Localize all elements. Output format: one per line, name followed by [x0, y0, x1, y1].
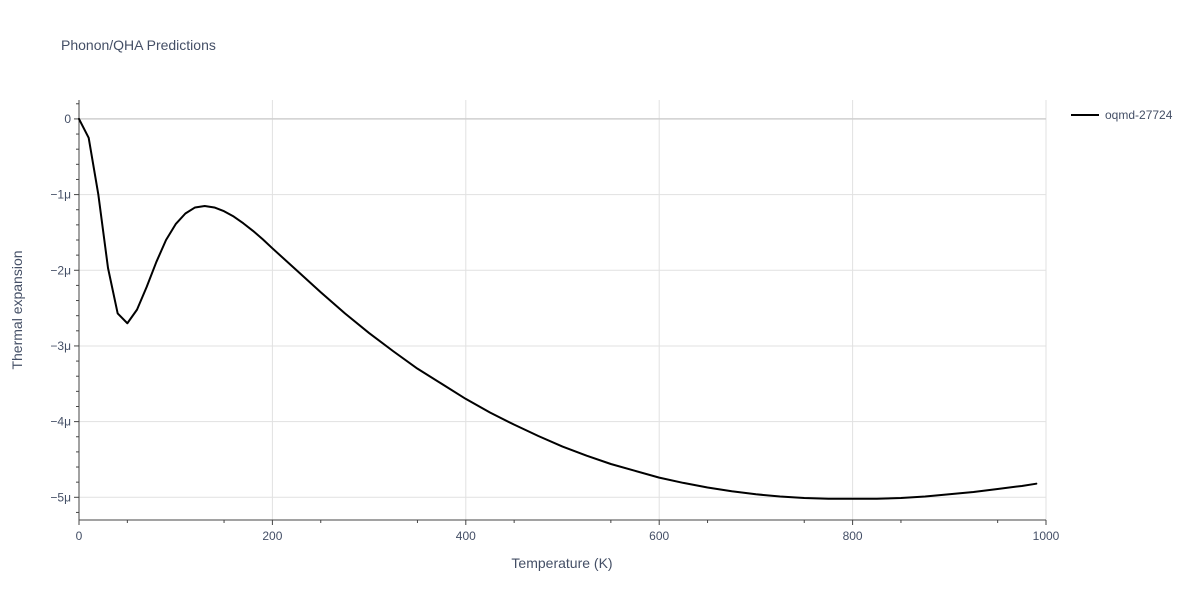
- y-axis-ticks: 0 −1μ −2μ −3μ −4μ −5μ: [50, 103, 79, 513]
- y-tick-label: −2μ: [50, 263, 71, 277]
- y-tick-label: −4μ: [50, 415, 71, 429]
- x-axis-title: Temperature (K): [511, 555, 612, 571]
- legend-label-oqmd-27724: oqmd-27724: [1105, 108, 1173, 122]
- y-tick-label: −5μ: [50, 490, 71, 504]
- series-line-oqmd-27724[interactable]: [78, 117, 1038, 500]
- x-tick-label: 1000: [1033, 529, 1060, 543]
- x-axis-ticks: 0 200 400 600 800 1000: [76, 520, 1060, 543]
- y-tick-label: 0: [64, 112, 71, 126]
- series-layer: [78, 117, 1038, 500]
- y-tick-label: −3μ: [50, 339, 71, 353]
- x-tick-label: 0: [76, 529, 83, 543]
- x-tick-label: 600: [649, 529, 669, 543]
- y-axis-title: Thermal expansion: [9, 250, 25, 369]
- chart-title: Phonon/QHA Predictions: [61, 37, 216, 53]
- x-tick-label: 400: [456, 529, 476, 543]
- y-tick-label: −1μ: [50, 188, 71, 202]
- grid: [79, 100, 1047, 520]
- x-tick-label: 800: [843, 529, 863, 543]
- axes: [78, 100, 1046, 521]
- legend[interactable]: oqmd-27724: [1071, 108, 1173, 122]
- x-tick-label: 200: [262, 529, 282, 543]
